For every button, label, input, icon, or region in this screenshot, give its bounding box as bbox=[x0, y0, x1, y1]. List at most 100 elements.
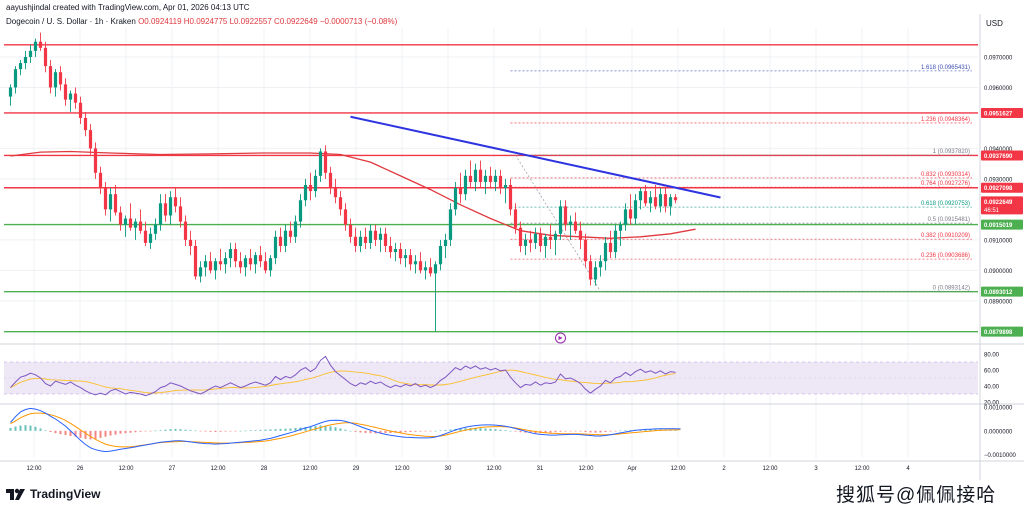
candle-down bbox=[98, 172, 103, 189]
macd-histogram-bar bbox=[99, 430, 102, 438]
candle-down bbox=[173, 197, 178, 207]
macd-histogram-bar bbox=[599, 430, 602, 433]
candle-down bbox=[363, 236, 368, 243]
price-label-badge[interactable] bbox=[981, 150, 1023, 161]
price-label-badge[interactable] bbox=[981, 326, 1023, 337]
rsi-tick-label: 80.00 bbox=[984, 353, 1000, 359]
price-label-badge[interactable] bbox=[981, 286, 1023, 297]
macd-histogram-bar bbox=[159, 430, 162, 431]
replay-icon[interactable] bbox=[555, 332, 566, 344]
macd-histogram-bar bbox=[179, 429, 182, 431]
time-tick-label: 12:00 bbox=[26, 466, 42, 472]
candle-down bbox=[373, 230, 378, 240]
macd-histogram-bar bbox=[324, 425, 327, 431]
trend-line[interactable] bbox=[350, 115, 721, 199]
price-label-badge[interactable] bbox=[981, 107, 1023, 118]
macd-histogram-bar bbox=[69, 430, 72, 437]
candle-down bbox=[333, 188, 338, 198]
candle-up bbox=[303, 185, 308, 201]
price-label-badge[interactable] bbox=[981, 219, 1023, 230]
macd-signal-line bbox=[10, 412, 681, 448]
candle-up bbox=[638, 191, 643, 201]
price-label-text: 0.0879898 bbox=[984, 330, 1013, 336]
tradingview-logo[interactable]: TradingView bbox=[6, 485, 100, 503]
candle-down bbox=[468, 175, 473, 182]
fib-level-label: 0.5 (0.0915481) bbox=[928, 217, 970, 223]
macd-histogram-bar bbox=[584, 430, 587, 432]
candle-up bbox=[253, 255, 258, 265]
time-tick-label: 12:00 bbox=[762, 466, 778, 472]
symbol-label: Dogecoin / U. S. Dollar · 1h · Kraken bbox=[6, 17, 136, 26]
candle-down bbox=[193, 245, 198, 277]
price-tick-label: 0.0970000 bbox=[984, 55, 1013, 61]
candle-down bbox=[338, 197, 343, 210]
fib-level-label: 0.382 (0.0910209) bbox=[921, 233, 970, 239]
time-tick-label: 12:00 bbox=[486, 466, 502, 472]
price-label-badge[interactable] bbox=[981, 196, 1023, 215]
macd-histogram-bar bbox=[164, 429, 167, 431]
candle-down bbox=[573, 221, 578, 231]
watermark: 搜狐号@佩佩接哈 bbox=[836, 485, 997, 506]
price-axis[interactable]: 0.0970000 0.0960000 0.0940000 0.0930000 0.09… bbox=[981, 55, 1023, 337]
macd-histogram-bar bbox=[629, 430, 632, 431]
descending-trend-line[interactable] bbox=[350, 115, 721, 199]
macd-histogram-bar bbox=[519, 430, 522, 433]
macd-histogram-bar bbox=[559, 430, 562, 432]
candle-up bbox=[553, 233, 558, 240]
candle-down bbox=[78, 102, 83, 118]
candle-up bbox=[18, 63, 23, 70]
candle-up bbox=[598, 261, 603, 268]
candle-up bbox=[413, 261, 418, 265]
replay-icon-circle bbox=[555, 332, 566, 344]
candle-down bbox=[348, 224, 353, 237]
macd-histogram-bar bbox=[529, 430, 532, 433]
candle-up bbox=[503, 185, 508, 189]
price-tick-label: 0.0960000 bbox=[984, 86, 1013, 92]
candle-down bbox=[518, 227, 523, 246]
macd-histogram-bar bbox=[609, 430, 612, 432]
macd-histogram-bar bbox=[384, 430, 387, 434]
macd-histogram-bar bbox=[44, 430, 47, 431]
rsi-tick-label: 20.00 bbox=[984, 401, 1000, 407]
countdown-label: 46:51 bbox=[984, 208, 1000, 214]
time-tick-label: 27 bbox=[169, 466, 176, 472]
candle-down bbox=[248, 258, 253, 265]
candle-up bbox=[8, 87, 13, 97]
time-axis[interactable]: 12:00 26 12:00 27 12:00 28 12:00 29 12:00 30 12:00… bbox=[26, 466, 910, 472]
macd-histogram-bar bbox=[54, 430, 57, 434]
macd-histogram-bar bbox=[619, 430, 622, 432]
macd-histogram-bar bbox=[504, 430, 507, 431]
macd-histogram-bar bbox=[339, 428, 342, 431]
rsi-average-line bbox=[10, 369, 676, 394]
fib-anchor-line bbox=[515, 154, 601, 292]
macd-histogram-bar bbox=[204, 430, 207, 432]
macd-histogram-bar bbox=[649, 429, 652, 431]
candle-down bbox=[118, 212, 123, 225]
macd-line bbox=[10, 407, 681, 453]
macd-histogram-bar bbox=[309, 426, 312, 431]
macd-histogram-bar bbox=[134, 430, 137, 433]
macd-histogram-bar bbox=[209, 430, 212, 432]
candlesticks bbox=[8, 32, 678, 332]
candle-up bbox=[123, 218, 128, 225]
time-tick-label: 12:00 bbox=[394, 466, 410, 472]
candle-down bbox=[508, 185, 513, 210]
candle-down bbox=[498, 175, 503, 189]
macd-histogram-bar bbox=[474, 427, 477, 431]
candle-down bbox=[418, 261, 423, 271]
macd-histogram-bar bbox=[334, 427, 337, 431]
fib-level-label: 0.236 (0.0903686) bbox=[921, 253, 970, 259]
candle-down bbox=[103, 188, 108, 210]
candle-up bbox=[13, 69, 18, 88]
macd-histogram-bar bbox=[144, 430, 147, 432]
time-tick-label: 12:00 bbox=[210, 466, 226, 472]
candle-down bbox=[588, 261, 593, 280]
candle-up bbox=[543, 236, 548, 246]
time-tick-label: 2 bbox=[722, 466, 726, 472]
candle-up bbox=[213, 261, 218, 271]
price-label-badge[interactable] bbox=[981, 182, 1023, 193]
currency-label: USD bbox=[986, 19, 1003, 28]
macd-histogram-bar bbox=[514, 430, 517, 432]
author-line: aayushjindal created with TradingView.co… bbox=[6, 3, 250, 12]
